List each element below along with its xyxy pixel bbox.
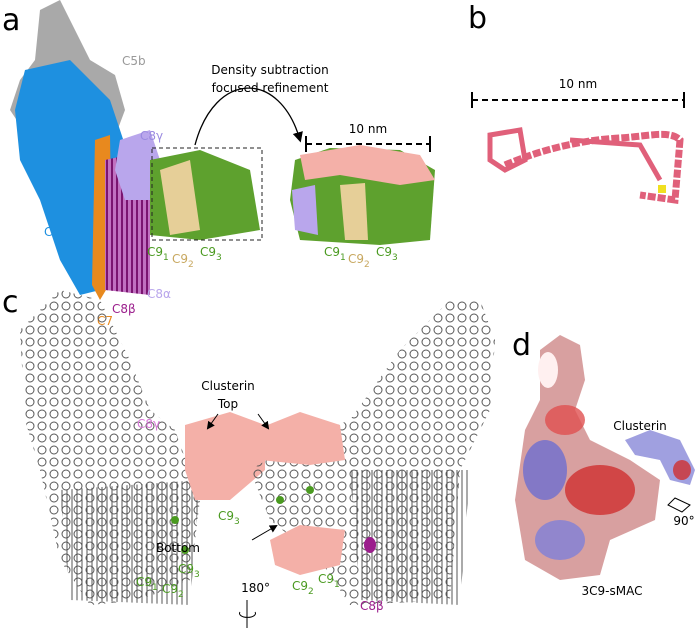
label-c8g: C8γ: [137, 417, 160, 431]
surface-patch: [535, 520, 585, 560]
clusterin: [185, 412, 265, 500]
rotation-icon: [239, 600, 256, 628]
label-c8a: C8α: [147, 287, 171, 301]
panel-b: b 10 nm: [468, 1, 685, 204]
arrow: [251, 524, 278, 541]
label-c9: C91: [147, 245, 169, 263]
c9-2-density: [160, 160, 200, 235]
panel-letter: d: [512, 328, 531, 363]
scale-label: 10 nm: [349, 122, 387, 136]
label-rotation: 90°: [673, 514, 694, 528]
ribbon: [487, 127, 528, 173]
label-rotation: 180°: [241, 581, 270, 595]
label-c9: C91: [324, 245, 346, 263]
panel-letter: a: [2, 3, 20, 38]
arrow: [194, 87, 303, 146]
panel-a: a C5b Density subtraction focused refine…: [2, 0, 435, 328]
c8-density: [292, 185, 318, 235]
label-c9: C93: [178, 562, 200, 580]
rotation-icon: [667, 497, 691, 513]
panel-d: d Clusterin 90° 3C9-sMAC: [512, 328, 695, 598]
caption: Density subtraction: [211, 63, 329, 77]
panel-letter: b: [468, 1, 487, 36]
surface-patch: [538, 352, 558, 388]
surface-patch: [545, 405, 585, 435]
label-c9: C92: [162, 582, 184, 600]
selection-box: [151, 147, 263, 241]
label-c9: C92: [348, 252, 370, 270]
arrow: [257, 413, 270, 430]
label-bottom: Bottom: [156, 541, 200, 555]
label-c5b: C5b: [122, 54, 146, 68]
c8g-density: [115, 130, 160, 200]
label-c9: C93: [218, 509, 240, 527]
c9-marker: [181, 546, 189, 554]
surface: [515, 335, 660, 580]
c9-marker: [306, 486, 314, 494]
label-name: 3C9-sMAC: [582, 584, 643, 598]
label-c9: C91: [136, 575, 158, 593]
arrow: [206, 413, 219, 430]
label-c9: C91: [318, 572, 340, 590]
label-clusterin: Clusterin: [201, 379, 255, 393]
c9-marker: [171, 516, 179, 524]
panel-c: c Clusterin Top C8γ Bottom 180° C93 C91 …: [2, 285, 495, 628]
label-c9: C93: [376, 245, 398, 263]
surface-patch: [523, 440, 567, 500]
c9-2-density: [340, 183, 368, 240]
ribbon: [569, 137, 663, 182]
label-c9: C92: [172, 252, 194, 270]
surface-patch: [673, 460, 691, 480]
scale-label: 10 nm: [559, 77, 597, 91]
label-c6: C6: [44, 225, 60, 239]
ribbon: [503, 130, 684, 204]
label-c8g: C8γ: [140, 129, 163, 143]
surface-patch: [565, 465, 635, 515]
label-c8b: C8β: [112, 302, 136, 316]
panel-letter: c: [2, 285, 19, 320]
label-c9: C92: [292, 579, 314, 597]
clusterin-density: [300, 145, 435, 185]
label-c9: C93: [200, 245, 222, 263]
label-c8b: C8β: [360, 599, 384, 613]
disulfide: [658, 185, 666, 193]
c9-marker: [276, 496, 284, 504]
strands: [60, 480, 200, 605]
clusterin: [255, 412, 345, 465]
caption: focused refinement: [212, 81, 329, 95]
clusterin: [270, 525, 345, 575]
label-clusterin: Clusterin: [613, 419, 667, 433]
label-top: Top: [217, 397, 238, 411]
strands: [350, 470, 470, 605]
c8b-marker: [364, 537, 376, 553]
